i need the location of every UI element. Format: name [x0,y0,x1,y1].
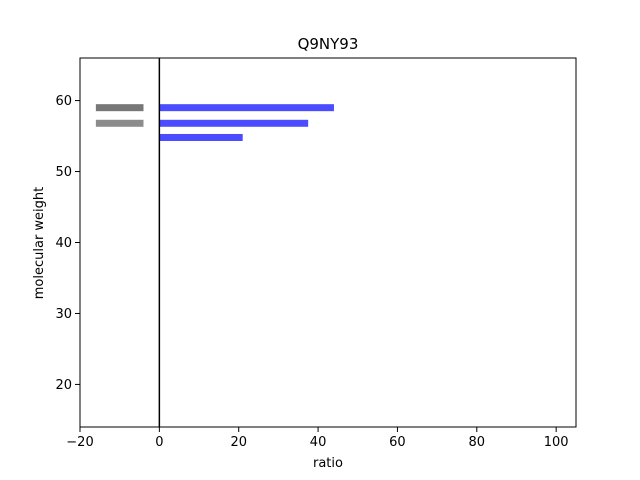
y-tick-label: 60 [55,94,72,109]
bar-0-0 [159,104,334,112]
y-axis-title: molecular weight [32,187,47,300]
x-axis-ticks: −20 0 20 40 60 80 100 [66,427,569,450]
bar-1-0 [95,104,144,112]
bar-0-1 [159,119,309,127]
y-tick-label: 30 [55,307,72,322]
plot-frame [79,57,577,428]
x-tick-label: 60 [389,435,406,450]
bars-layer [95,104,334,141]
x-tick-label: −20 [66,435,93,450]
x-tick-label: 80 [469,435,486,450]
x-tick-label: 20 [230,435,247,450]
x-tick-label: 40 [310,435,327,450]
x-axis-title: ratio [313,456,343,471]
y-tick-label: 40 [55,236,72,251]
bar-2-0 [95,119,144,127]
y-tick-label: 50 [55,165,72,180]
x-tick-label: 100 [544,435,569,450]
chart-title: Q9NY93 [298,35,359,53]
y-axis-ticks: 20 30 40 50 60 [55,94,80,393]
y-tick-label: 20 [55,378,72,393]
bar-0-2 [159,133,243,141]
x-tick-label: 0 [155,435,163,450]
